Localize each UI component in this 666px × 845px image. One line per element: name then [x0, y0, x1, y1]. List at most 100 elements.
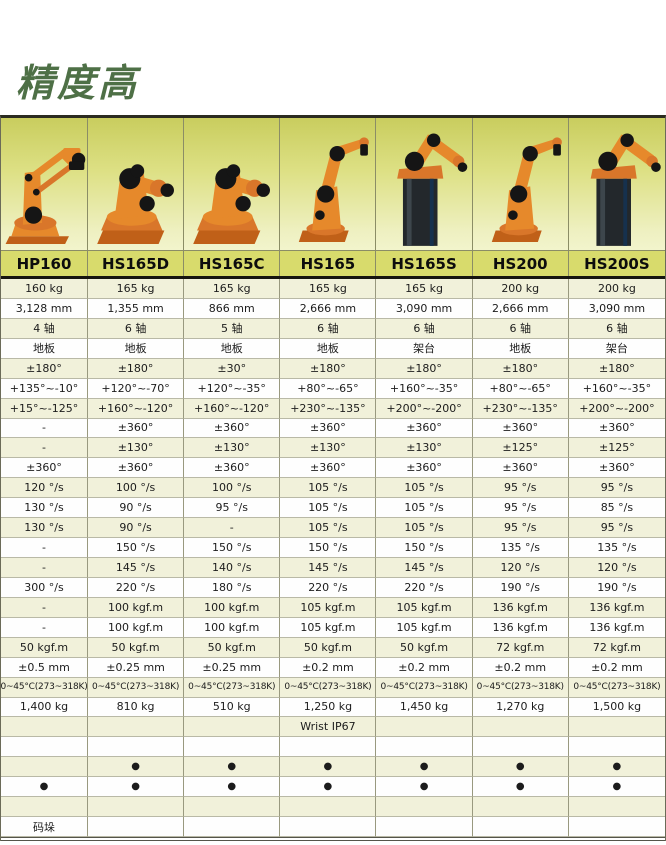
spec-cell: ±130°	[88, 438, 185, 459]
spec-cell: -	[1, 558, 88, 578]
spec-cell: 136 kgf.m	[568, 618, 665, 638]
spec-cell: 130 °/s	[1, 518, 88, 539]
spec-cell: ±360°	[88, 458, 185, 479]
spec-row: -145 °/s 140 °/s 145 °/s 145 °/s 120 °/s 120 …	[1, 558, 665, 578]
spec-cell	[472, 717, 569, 738]
spec-cell: ±130°	[376, 438, 473, 459]
spec-cell: ±360°	[280, 418, 377, 439]
spec-cell: ±360°	[472, 458, 569, 479]
robot-image-hs200	[472, 118, 569, 250]
spec-cell: +160°~-35°	[376, 378, 473, 399]
spec-cell: 105 kgf.m	[376, 597, 473, 618]
spec-cell: ±180°	[1, 358, 88, 379]
spec-cell: +80°~-65°	[280, 378, 377, 399]
spec-cell: 0~45°C(273~318K)	[184, 677, 281, 698]
spec-cell: 136 kgf.m	[472, 617, 569, 638]
spec-cell	[280, 737, 377, 758]
spec-cell: ±180°	[280, 358, 377, 379]
spec-cell: 150 °/s	[280, 538, 377, 558]
spec-cell: 0~45°C(273~318K)	[472, 677, 569, 698]
spec-cell: +15°~-125°	[1, 398, 88, 419]
spec-row: 码垛	[1, 817, 665, 837]
spec-cell	[376, 797, 473, 818]
spec-cell: ±180°	[472, 358, 569, 379]
spec-cell	[1, 797, 88, 818]
spec-cell: 3,090 mm	[376, 298, 473, 319]
spec-cell: +230°~-135°	[280, 398, 377, 419]
spec-cell: 95 °/s	[568, 518, 665, 539]
spec-cell: 136 kgf.m	[568, 598, 665, 618]
spec-cell: 105 °/s	[280, 498, 377, 519]
spec-cell: ±125°	[472, 438, 569, 459]
spec-cell: ±360°	[184, 458, 281, 479]
spec-cell: 136 kgf.m	[472, 597, 569, 618]
feature-dot: ●	[280, 777, 377, 798]
spec-row: 0~45°C(273~318K) 0~45°C(273~318K) 0~45°C(2…	[1, 677, 665, 698]
spec-cell: +160°~-120°	[88, 398, 185, 419]
spec-cell: 150 °/s	[184, 538, 281, 558]
spec-cell: 105 °/s	[376, 498, 473, 519]
spec-cell: 150 °/s	[376, 538, 473, 558]
spec-cell: ±360°	[280, 458, 377, 479]
spec-cell	[88, 717, 185, 738]
spec-cell: +160°~-120°	[184, 398, 281, 419]
spec-cell: 72 kgf.m	[472, 637, 569, 658]
spec-cell: 190 °/s	[568, 578, 665, 598]
spec-cell: -	[184, 518, 281, 539]
model-header-hs200s: HS200S	[584, 254, 650, 273]
model-header-hp160: HP160	[1, 251, 88, 276]
spec-cell	[184, 717, 281, 738]
spec-cell: ±130°	[184, 438, 281, 459]
spec-cell: 190 °/s	[472, 577, 569, 598]
spec-cell: +80°~-65°	[472, 378, 569, 399]
spec-row: 1,400 kg 810 kg 510 kg 1,250 kg 1,450 kg 1,27…	[1, 697, 665, 718]
spec-row: Wrist IP67	[1, 717, 665, 738]
spec-cell: 105 °/s	[376, 478, 473, 499]
spec-cell: ±125°	[568, 438, 665, 459]
spec-cell: -	[1, 617, 88, 638]
spec-cell: 95 °/s	[568, 478, 665, 499]
spec-cell	[472, 797, 569, 818]
model-header-hs165c: HS165C	[184, 251, 281, 276]
spec-cell: 6 轴	[88, 318, 185, 339]
feature-dot: ●	[472, 777, 569, 798]
spec-cell: 0~45°C(273~318K)	[568, 678, 665, 698]
spec-cell: 地板	[280, 338, 377, 359]
spec-cell: 180 °/s	[184, 577, 281, 598]
spec-cell: 200 kg	[472, 279, 569, 299]
spec-cell: 3,128 mm	[1, 298, 88, 319]
spec-cell: 3,090 mm	[568, 299, 665, 319]
spec-row: - ±360° ±360° ±360° ±360° ±360° ±360°	[1, 418, 665, 439]
spec-cell: Wrist IP67	[280, 717, 377, 738]
spec-row: 130 °/s 90 °/s -105 °/s 105 °/s 95 °/s 95 °/s	[1, 518, 665, 539]
spec-cell: 架台	[568, 339, 665, 359]
spec-cell	[568, 817, 665, 837]
spec-cell: ±0.5 mm	[1, 657, 88, 678]
spec-row: +15°~-125° +160°~-120° +160°~-120° +230°~-1…	[1, 398, 665, 419]
spec-row	[1, 797, 665, 818]
spec-cell: 135 °/s	[472, 538, 569, 558]
spec-row: ● ● ● ● ● ●	[1, 757, 665, 778]
robot-image-hs165s	[376, 118, 473, 250]
spec-table-body: 160 kg 165 kg 165 kg 165 kg 165 kg 200 kg 200 …	[1, 279, 665, 841]
spec-cell: 100 °/s	[88, 478, 185, 499]
spec-cell: 145 °/s	[280, 558, 377, 578]
spec-cell: 105 kgf.m	[376, 617, 473, 638]
feature-dot: ●	[88, 777, 185, 798]
spec-cell: 85 °/s	[568, 498, 665, 519]
feature-dot: ●	[1, 777, 88, 798]
spec-cell: 6 轴	[376, 318, 473, 339]
spec-cell: 105 °/s	[376, 518, 473, 539]
robot-image-hs200s	[568, 118, 665, 250]
spec-row: -100 kgf.m 100 kgf.m 105 kgf.m 105 kgf.m 136…	[1, 617, 665, 638]
spec-cell: 5 轴	[184, 318, 281, 339]
spec-cell: 866 mm	[184, 298, 281, 319]
spec-cell	[376, 817, 473, 837]
spec-row: 120 °/s 100 °/s 100 °/s 105 °/s 105 °/s 95 °/…	[1, 478, 665, 499]
spec-cell: 105 °/s	[280, 478, 377, 499]
spec-cell: 50 kgf.m	[376, 637, 473, 658]
spec-cell: 1,355 mm	[88, 298, 185, 319]
spec-cell	[568, 797, 665, 818]
model-header-hs200: HS200	[473, 251, 569, 276]
spec-cell: ±360°	[376, 458, 473, 479]
